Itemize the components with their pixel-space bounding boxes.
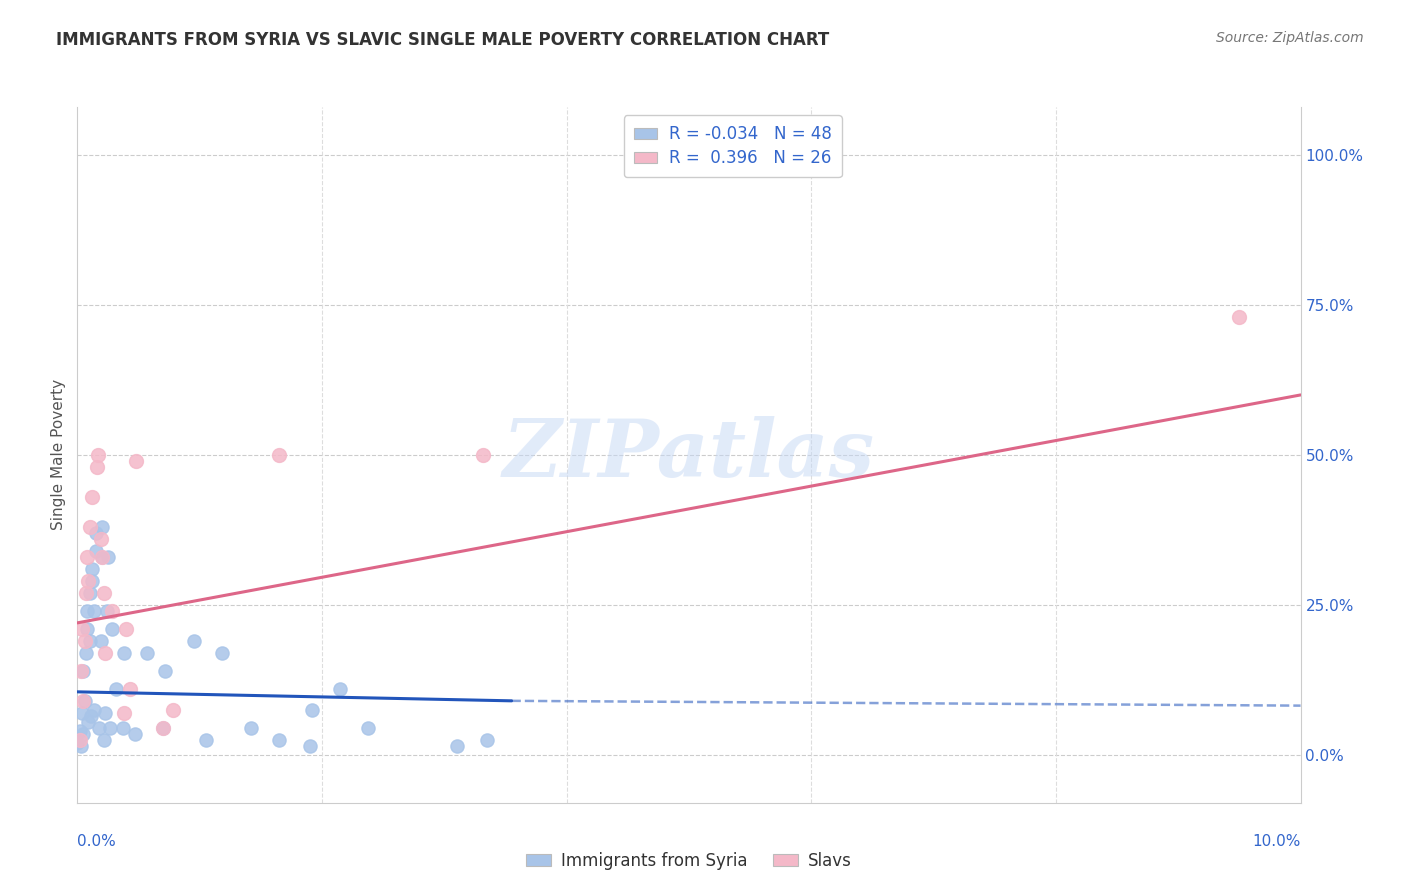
Point (69, 732, 91, 747)
Point (80, 708, 103, 723)
Point (96, 604, 118, 618)
Point (162, 703, 184, 717)
Point (298, 739, 321, 753)
Text: 0.0%: 0.0% (77, 834, 117, 849)
Point (118, 681, 141, 696)
Point (83, 703, 105, 717)
Point (94, 646, 117, 660)
Point (76, 622, 98, 636)
Point (70, 706, 93, 720)
Point (136, 646, 159, 660)
Point (112, 706, 135, 720)
Point (269, 732, 291, 747)
Point (77, 574, 100, 588)
Text: IMMIGRANTS FROM SYRIA VS SLAVIC SINGLE MALE POVERTY CORRELATION CHART: IMMIGRANTS FROM SYRIA VS SLAVIC SINGLE M… (56, 31, 830, 49)
Point (66, 736, 89, 750)
Point (301, 703, 323, 717)
Point (90, 520, 112, 534)
Point (1229, 310, 1251, 324)
Point (357, 721, 380, 735)
Point (155, 664, 177, 678)
Point (77, 714, 100, 729)
Point (93, 732, 115, 747)
Point (80, 574, 103, 588)
Point (79, 586, 101, 600)
Point (73, 694, 96, 708)
Point (79, 633, 101, 648)
Text: 10.0%: 10.0% (1253, 834, 1301, 849)
Point (194, 732, 217, 747)
Point (80, 490, 103, 504)
Point (73, 633, 96, 648)
Point (100, 622, 122, 636)
Point (76, 604, 98, 618)
Point (75, 586, 97, 600)
Point (89, 721, 111, 735)
Point (183, 633, 205, 648)
Text: ZIPatlas: ZIPatlas (503, 417, 875, 493)
Point (72, 664, 94, 678)
Point (152, 721, 174, 735)
Point (72, 727, 94, 741)
Point (100, 604, 122, 618)
Point (70, 739, 93, 753)
Point (329, 681, 352, 696)
Point (112, 646, 135, 660)
Point (94, 706, 117, 720)
Point (90, 532, 112, 546)
Point (90, 549, 112, 564)
Legend: Immigrants from Syria, Slavs: Immigrants from Syria, Slavs (517, 843, 860, 878)
Point (93, 586, 115, 600)
Point (124, 727, 146, 741)
Point (75, 646, 97, 660)
Point (111, 721, 134, 735)
Point (72, 694, 94, 708)
Y-axis label: Single Male Poverty: Single Male Poverty (51, 379, 66, 531)
Point (84, 525, 107, 540)
Point (115, 622, 138, 636)
Point (98, 721, 121, 735)
Point (269, 448, 291, 462)
Point (105, 681, 128, 696)
Point (446, 739, 468, 753)
Point (240, 721, 263, 735)
Point (70, 622, 93, 636)
Point (152, 721, 174, 735)
Point (86, 459, 108, 474)
Point (80, 562, 103, 576)
Point (87, 448, 110, 462)
Point (83, 604, 105, 618)
Point (69, 723, 91, 738)
Point (475, 732, 498, 747)
Point (90, 549, 112, 564)
Point (76, 549, 98, 564)
Point (97, 549, 120, 564)
Point (84, 544, 107, 558)
Point (79, 520, 101, 534)
Point (472, 448, 495, 462)
Point (125, 454, 148, 468)
Point (70, 664, 93, 678)
Point (90, 633, 112, 648)
Point (211, 646, 233, 660)
Text: Source: ZipAtlas.com: Source: ZipAtlas.com (1216, 31, 1364, 45)
